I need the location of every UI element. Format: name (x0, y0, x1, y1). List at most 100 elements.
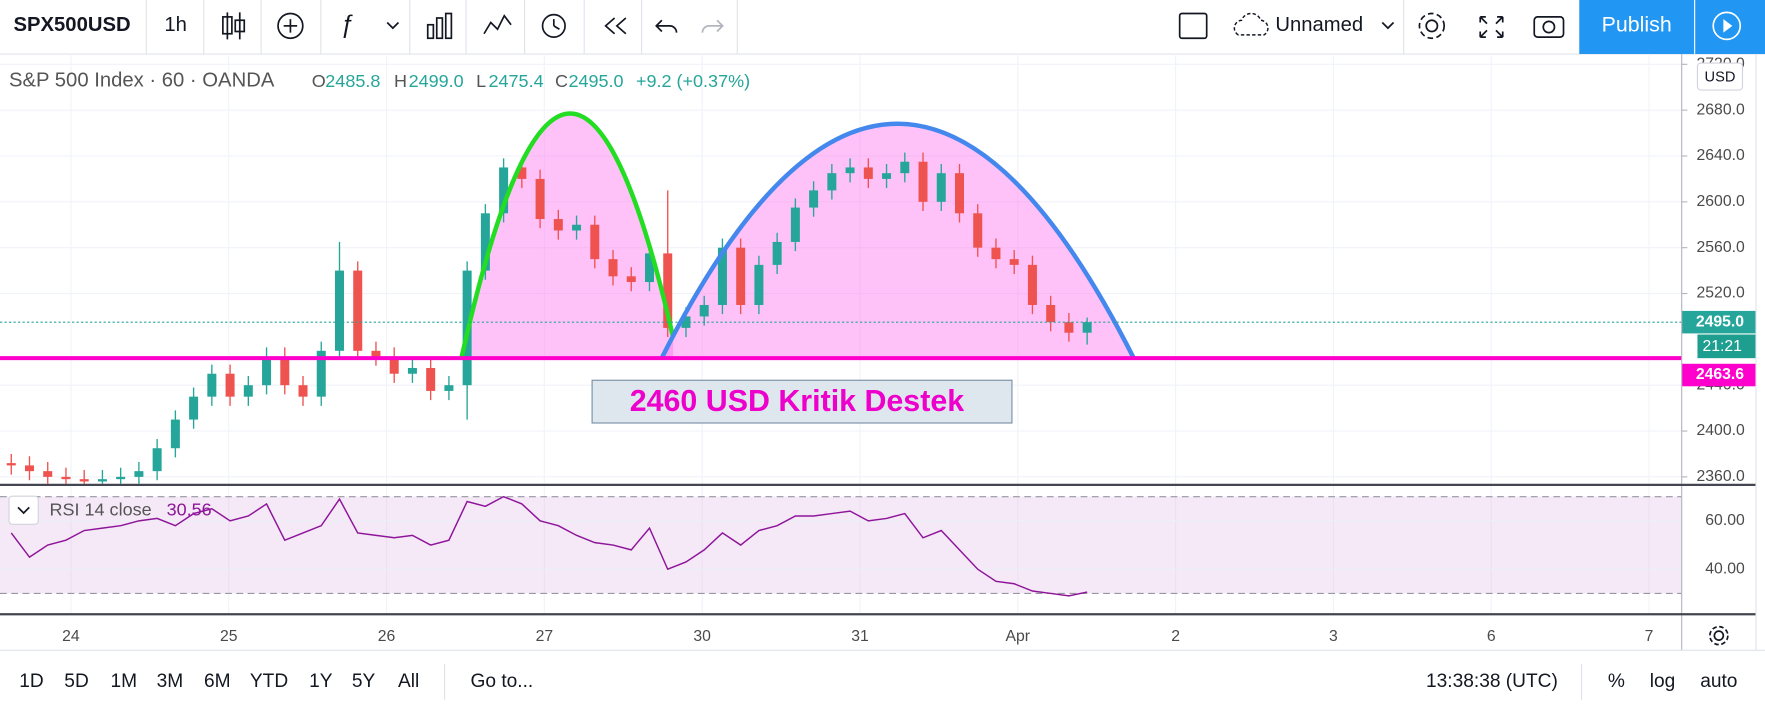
candle-body (371, 350, 381, 357)
x-tick-label: 27 (536, 628, 554, 645)
rsi-value: 30.56 (167, 500, 212, 520)
settings-icon[interactable] (1418, 12, 1446, 40)
candle-body (334, 270, 344, 351)
candle-body (407, 368, 417, 374)
candle-body (827, 173, 837, 191)
candle-body (79, 479, 89, 482)
range-button[interactable]: 5Y (352, 671, 376, 692)
candle-body (225, 373, 235, 397)
candle-body (772, 241, 782, 265)
countdown: 21:21 (1703, 338, 1742, 355)
candle-body (626, 276, 636, 283)
y-tick-label: 2520.0 (1697, 285, 1745, 302)
legend-value: 2475.4 (489, 71, 544, 91)
alert-icon[interactable] (541, 13, 566, 38)
legend-label: L (476, 71, 486, 91)
candle-body (480, 213, 490, 271)
candle-type-icon[interactable] (222, 12, 246, 40)
goto-button[interactable]: Go to... (471, 671, 534, 692)
x-tick-label: 30 (693, 628, 711, 645)
candle-body (1046, 304, 1056, 323)
range-button[interactable]: YTD (250, 671, 288, 692)
play-icon[interactable] (1712, 11, 1742, 41)
fullscreen-icon[interactable] (1479, 16, 1504, 38)
candle-body (517, 167, 527, 179)
y-tick-label: 2560.0 (1697, 239, 1745, 256)
compare-icon[interactable] (277, 12, 304, 40)
candle-body (1064, 322, 1074, 333)
candle-body (954, 173, 964, 214)
candle-body (134, 471, 144, 477)
x-tick-label: 24 (62, 628, 80, 645)
candle-body (61, 476, 71, 480)
replay-icon[interactable] (604, 17, 627, 35)
axis-unit[interactable]: USD (1705, 69, 1736, 85)
dropdown-icon[interactable] (386, 21, 400, 30)
scale-option[interactable]: auto (1700, 671, 1737, 692)
scale-option[interactable]: log (1650, 671, 1676, 692)
dropdown-icon[interactable] (1381, 21, 1395, 30)
candle-body (918, 161, 928, 202)
green-arc (459, 111, 676, 359)
indicators-icon[interactable]: ƒ (340, 11, 354, 38)
undo-icon[interactable] (655, 19, 678, 33)
scale-option[interactable]: % (1608, 671, 1625, 692)
range-button[interactable]: 5D (64, 671, 88, 692)
legend: S&P 500 Index · 60 · OANDA O 2485.8 H 24… (9, 69, 750, 91)
blue-arc (659, 121, 1136, 359)
templates-icon[interactable] (426, 12, 453, 40)
symbol-button[interactable]: SPX500USD (14, 14, 131, 36)
legend-label: C (555, 71, 568, 91)
range-button[interactable]: 1M (111, 671, 138, 692)
x-tick-label: 31 (851, 628, 869, 645)
candle-body (809, 190, 819, 208)
candle-body (699, 304, 709, 317)
candles (6, 152, 1092, 484)
layout-name[interactable]: Unnamed (1275, 14, 1363, 36)
bottom-bar: 1D 5D 1M 3M 6M YTD 1Y 5Y All Go to... 13:38:38 (UT… (19, 663, 1737, 700)
range-button[interactable]: All (398, 671, 419, 692)
unit-box[interactable] (1696, 62, 1744, 91)
rsi-name: RSI 14 close (50, 500, 152, 520)
candle-body (280, 356, 290, 386)
y-tick-label: 2680.0 (1697, 101, 1745, 118)
compare-chart-icon[interactable] (483, 14, 512, 35)
candle-body (6, 463, 16, 466)
candle-body (207, 373, 217, 397)
support-label: 2463.6 (1696, 366, 1744, 383)
x-tick-label: 7 (1645, 628, 1654, 645)
snapshot-icon[interactable] (1533, 16, 1565, 38)
axis-settings-icon[interactable] (1708, 625, 1729, 646)
cup-fill (461, 113, 674, 358)
candle-body (644, 253, 654, 283)
publish-label[interactable]: Publish (1602, 13, 1672, 37)
range-button[interactable]: 6M (204, 671, 231, 692)
candle-body (262, 356, 272, 386)
last-price-label: 2495.0 (1696, 313, 1744, 330)
collapse-button[interactable] (8, 495, 39, 525)
annotation-text: 2460 USD Kritik Destek (630, 384, 964, 418)
candle-body (936, 173, 946, 202)
candle-body (298, 385, 308, 397)
range-button[interactable]: 1Y (309, 671, 333, 692)
candle-body (116, 476, 126, 480)
legend-value: 2499.0 (409, 71, 464, 91)
candle-body (316, 350, 326, 397)
candle-body (553, 219, 563, 231)
candle-body (754, 264, 764, 305)
redo-icon[interactable] (701, 19, 724, 33)
candle-body (608, 259, 618, 277)
x-tick-label: 2 (1171, 628, 1180, 645)
fullscreen-select-icon[interactable] (1178, 12, 1208, 40)
range-button[interactable]: 1D (19, 671, 43, 692)
range-button[interactable]: 3M (157, 671, 184, 692)
support-tag (1681, 363, 1756, 387)
candle-body (845, 167, 855, 174)
candle-body (389, 356, 399, 374)
clock: 13:38:38 (UTC) (1426, 671, 1558, 692)
x-tick-label: 3 (1329, 628, 1338, 645)
interval-button[interactable]: 1h (164, 14, 187, 36)
publish-button[interactable] (1579, 0, 1695, 54)
